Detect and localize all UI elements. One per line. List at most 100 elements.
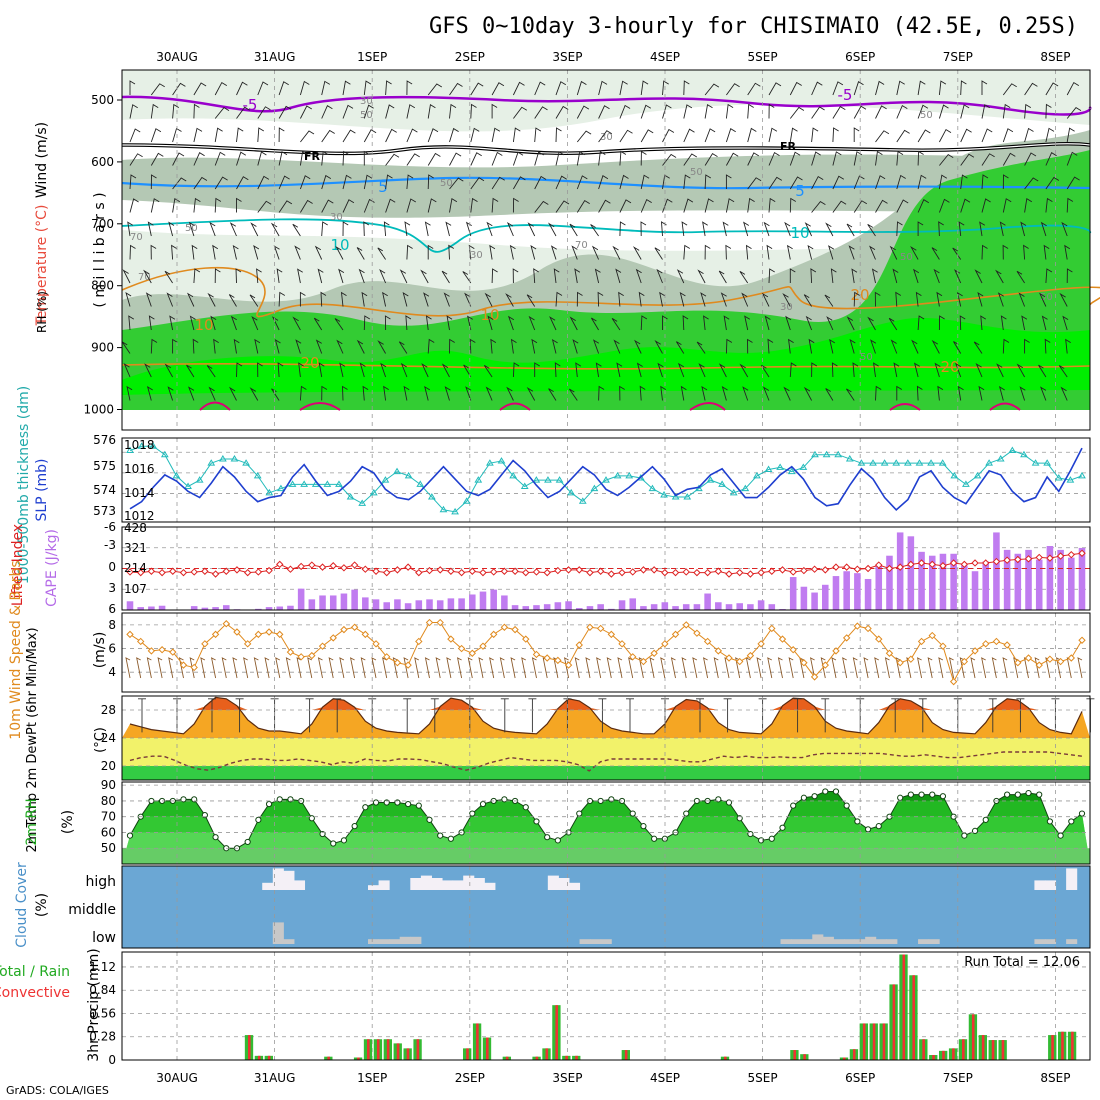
wind-barb <box>915 291 922 307</box>
thickness-line-point <box>253 471 262 479</box>
wind-barb <box>960 153 975 166</box>
wind-barb <box>723 315 730 331</box>
precip-convective-bar <box>257 1055 261 1060</box>
wind10-barb <box>628 657 634 679</box>
lifted-index-line-point <box>639 566 648 574</box>
thickness-line-point <box>1066 476 1075 483</box>
contour-label: 5 <box>378 178 388 196</box>
date-label-top: 31AUG <box>254 50 296 64</box>
wind10-barb <box>275 657 281 679</box>
thickness-line-point <box>300 480 309 487</box>
cape-bar <box>800 586 808 610</box>
wind-barb <box>400 362 408 378</box>
temp-minmax-whisker <box>696 698 704 733</box>
wind-barb <box>467 315 473 331</box>
cloud-bar-low <box>590 939 602 944</box>
wind-barb <box>725 338 733 354</box>
wind-barb <box>1024 338 1030 354</box>
cape-bar <box>608 608 615 610</box>
upper-ytick-label: 500 <box>91 93 114 107</box>
wind-barb <box>321 199 334 213</box>
temp-minmax-whisker <box>918 698 927 733</box>
wind-barb <box>192 338 199 354</box>
wind10-barb <box>499 657 505 679</box>
rh2m-line-point <box>1057 832 1064 839</box>
thickness-line-point <box>590 484 599 492</box>
wind-barb <box>449 127 459 143</box>
wind-barb <box>449 338 455 354</box>
wind10-speed-line-point <box>318 642 327 650</box>
wind-barb <box>470 197 478 213</box>
wind-barb <box>598 175 609 190</box>
cape-bar <box>287 605 294 610</box>
lifted-index-line-point <box>211 570 220 578</box>
wind10-speed-line-point <box>511 625 519 634</box>
wind-barb <box>321 221 328 237</box>
temp-minmax-whisker <box>333 698 342 733</box>
wind-barb <box>704 198 714 213</box>
lifted-index-line-point <box>1046 554 1054 562</box>
cloud-bar-low <box>600 939 612 944</box>
lifted-index-line-point <box>511 567 519 575</box>
rh2m-line-point <box>843 802 850 809</box>
rh-contour-label: 50 <box>860 352 873 363</box>
lifted-index-line-point <box>671 568 680 577</box>
wind-barb <box>761 292 770 307</box>
rh2m-line-point <box>244 838 251 846</box>
wind-barb <box>896 150 904 166</box>
rh2m-line-point <box>479 800 487 808</box>
wind-barb <box>851 268 858 284</box>
wind-barb <box>960 128 972 143</box>
wind10-barb <box>414 657 420 679</box>
cape-bar <box>415 600 423 610</box>
precip-ytick-label: 1.12 <box>89 960 116 974</box>
wind10-speed-line-point <box>714 647 723 655</box>
wind-barb <box>363 221 370 237</box>
thickness-line-point <box>753 471 761 479</box>
precip-convective-bar <box>396 1043 400 1060</box>
lifted-index-line-point <box>896 563 904 571</box>
wind-barb <box>739 271 749 284</box>
wind-barb <box>936 291 943 307</box>
wind10-barb <box>596 657 602 679</box>
wind-barb <box>726 83 740 96</box>
lifted-index-line-point <box>415 568 423 577</box>
wind10-barb <box>521 657 527 679</box>
thickness-line <box>129 445 1083 513</box>
wind-barb <box>213 338 219 354</box>
wind-barb <box>981 128 993 143</box>
temp-minmax-whisker <box>403 698 412 733</box>
cloud-bar-low <box>410 936 422 944</box>
ylabel-wind10-units: (m/s) <box>92 632 108 669</box>
wind-barb <box>704 103 713 119</box>
cape-bar <box>469 594 476 610</box>
wind-barb <box>212 244 219 260</box>
wind10-speed-line-point <box>693 629 701 637</box>
wind-barb <box>768 103 775 119</box>
wind-barb <box>1066 151 1078 166</box>
temp-minmax-whisker <box>598 698 607 733</box>
cape-bar <box>1046 546 1054 610</box>
cape-bar <box>554 602 562 610</box>
wind-barb <box>385 104 395 119</box>
precip-convective-bar <box>843 1057 846 1060</box>
lifted-index-line-point <box>1067 550 1076 559</box>
wind-barb <box>126 385 133 401</box>
precip-background <box>122 952 1090 1060</box>
wind-barb <box>420 269 429 284</box>
wind-background <box>122 613 1090 692</box>
wind-barb <box>127 221 134 237</box>
wind-barb <box>811 175 824 190</box>
wind-barb <box>424 221 431 237</box>
li-ytick-label: -6 <box>104 520 116 534</box>
wind-barb <box>747 197 755 213</box>
cloud-bar-low <box>875 939 887 944</box>
wind-barb <box>997 292 1004 307</box>
wind-barb <box>824 294 834 307</box>
lifted-index-line-point <box>864 564 872 573</box>
lifted-index-line-point <box>222 567 230 575</box>
wind-barb <box>491 82 505 96</box>
wind-barb <box>1016 363 1025 378</box>
thickness-line-point <box>567 488 576 496</box>
lifted-index-line-point <box>982 559 990 567</box>
